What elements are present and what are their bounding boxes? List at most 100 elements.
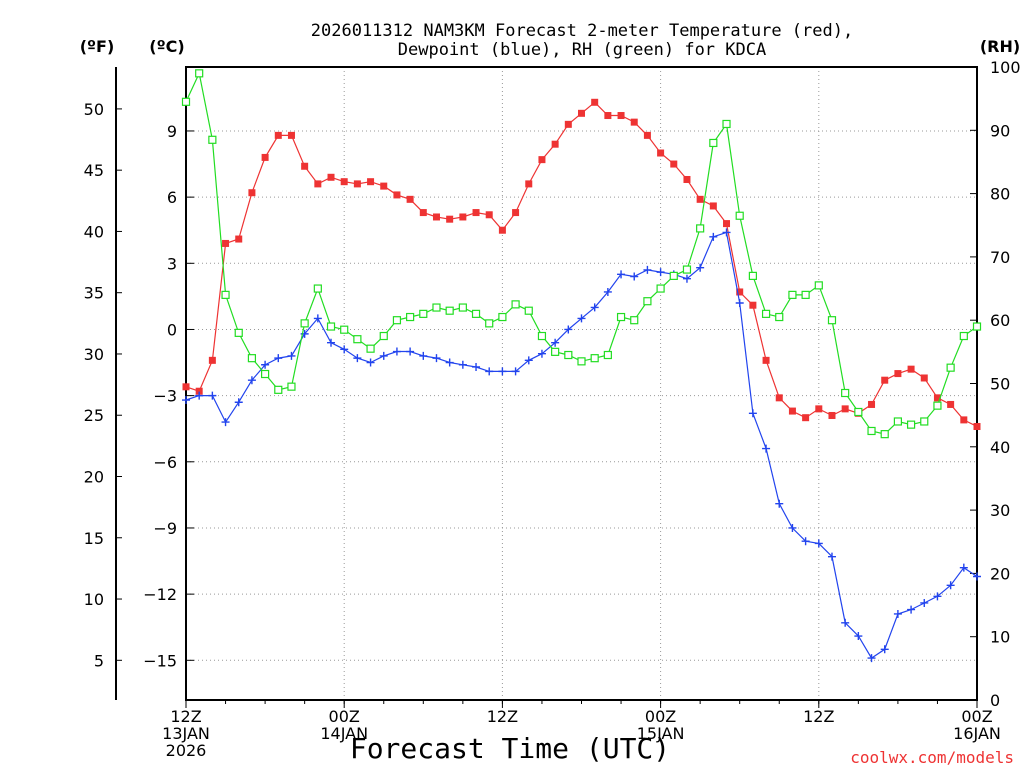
temperature-point-53 (881, 376, 889, 384)
temperature-point-27 (538, 156, 546, 164)
temperature-point-32 (604, 112, 612, 120)
dewpoint-point-18 (419, 351, 428, 360)
chart-title-line-1: 2026011312 NAM3KM Forecast 2-meter Tempe… (311, 21, 853, 41)
dewpoint-point-55 (907, 605, 916, 614)
celsius-tick-label-8: −15 (143, 651, 177, 670)
rh-point-17 (406, 312, 415, 322)
dewpoint-point-20 (445, 358, 454, 367)
dewpoint-point-47 (801, 537, 810, 546)
dewpoint-point-8 (287, 351, 296, 360)
rh-point-53 (880, 430, 889, 439)
rh-point-6 (261, 369, 270, 379)
dewpoint-point-49 (827, 552, 836, 561)
rh-point-40 (709, 138, 718, 148)
temperature-point-19 (432, 213, 440, 221)
rh-point-48 (814, 281, 823, 290)
rh-point-39 (696, 224, 705, 233)
rh-point-22 (471, 309, 481, 318)
dewpoint-point-42 (735, 298, 744, 307)
dewpoint-point-2 (208, 391, 217, 400)
rh-point-11 (326, 322, 336, 331)
dewpoint-point-59 (959, 563, 968, 572)
temperature-point-20 (446, 215, 454, 223)
rh-point-36 (656, 284, 665, 293)
dewpoint-point-50 (841, 618, 850, 627)
x-axis-label: Forecast Time (UTC) (350, 732, 670, 765)
temperature-point-29 (564, 120, 572, 128)
dewpoint-point-60 (973, 572, 981, 581)
temperature-point-40 (709, 202, 717, 210)
rh-point-44 (761, 309, 771, 318)
plot-frame (185, 66, 978, 701)
rh-point-47 (801, 290, 810, 299)
x-tick-label-2-0: 12Z (487, 707, 518, 726)
temperature-point-16 (393, 191, 401, 199)
dewpoint-point-52 (867, 654, 876, 663)
rh-point-56 (920, 417, 929, 426)
dewpoint-point-14 (366, 358, 375, 367)
x-tick-label-3-1: 15JAN (637, 724, 685, 743)
rh-point-49 (827, 316, 837, 325)
dewpoint-point-46 (788, 523, 797, 532)
rh-point-60 (972, 322, 982, 331)
rh-point-30 (577, 357, 586, 366)
dewpoint-point-11 (327, 338, 336, 347)
dewpoint-point-16 (392, 347, 401, 356)
dewpoint-point-24 (498, 367, 507, 376)
dewpoint-point-17 (406, 347, 415, 356)
rh-point-26 (524, 306, 533, 315)
rh-tick-label-4: 60 (990, 311, 1010, 330)
rh-point-1 (195, 69, 204, 78)
rh-point-8 (287, 382, 296, 391)
fahrenheit-tick-label-0: 50 (84, 100, 104, 119)
dewpoint-point-39 (696, 263, 705, 272)
rh-point-9 (300, 319, 309, 328)
temperature-point-49 (828, 411, 836, 419)
dewpoint-point-19 (432, 354, 441, 363)
dewpoint-point-32 (603, 287, 612, 296)
dewpoint-point-35 (643, 265, 652, 274)
dewpoint-point-33 (617, 270, 626, 279)
fahrenheit-tick-label-1: 45 (84, 161, 104, 180)
temperature-point-12 (340, 178, 348, 186)
temperature-point-24 (498, 226, 506, 234)
temperature-point-41 (723, 220, 731, 228)
temperature-point-0 (182, 383, 190, 391)
temperature-point-4 (235, 235, 243, 243)
dewpoint-point-43 (748, 409, 757, 418)
dewpoint-point-57 (933, 592, 942, 601)
x-tick-label-4-0: 12Z (803, 707, 834, 726)
temperature-point-8 (287, 131, 295, 139)
temperature-point-23 (485, 211, 493, 219)
rh-tick-label-10: 0 (990, 691, 1000, 710)
fahrenheit-tick-label-4: 30 (84, 345, 104, 364)
dewpoint-point-6 (261, 360, 270, 369)
fahrenheit-tick-label-5: 25 (84, 406, 104, 425)
dewpoint-point-34 (630, 272, 639, 281)
temperature-point-56 (920, 374, 928, 382)
celsius-tick-label-1: 6 (167, 188, 177, 207)
dewpoint-point-54 (893, 609, 902, 618)
rh-point-29 (564, 350, 573, 360)
dewpoint-point-10 (313, 314, 322, 323)
fahrenheit-tick-label-7: 15 (84, 529, 104, 548)
temperature-point-47 (802, 414, 810, 422)
dewpoint-point-4 (234, 398, 243, 407)
temperature-point-52 (868, 400, 876, 408)
temperature-point-14 (367, 178, 375, 186)
rh-point-13 (353, 335, 362, 344)
fahrenheit-tick-label-6: 20 (84, 468, 104, 487)
temperature-point-10 (314, 180, 322, 188)
temperature-point-15 (380, 182, 388, 190)
temperature-point-22 (472, 209, 480, 217)
temperature-point-1 (195, 387, 203, 395)
fahrenheit-tick-label-9: 5 (94, 651, 104, 670)
rh-point-24 (498, 312, 507, 322)
rh-point-34 (630, 316, 639, 325)
dewpoint-point-0 (182, 396, 190, 405)
dewpoint-point-1 (195, 391, 204, 400)
rh-point-31 (590, 354, 599, 363)
rh-tick-label-5: 50 (990, 375, 1010, 394)
credit-label: coolwx.com/models (850, 748, 1014, 767)
